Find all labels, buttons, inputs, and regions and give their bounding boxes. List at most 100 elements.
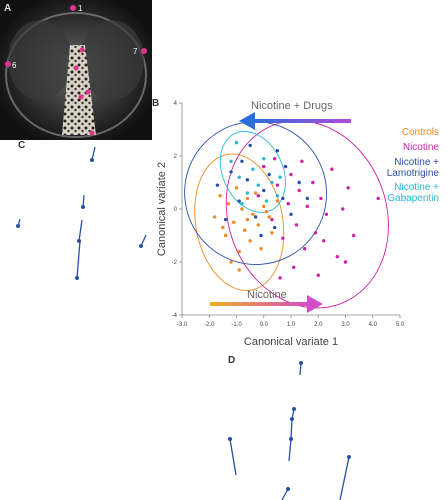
x-tick-label: -2.0 <box>204 322 215 328</box>
landmark-label: 7 <box>133 47 138 56</box>
landmark-label: 6 <box>12 61 17 70</box>
landmarks: 1 6 7 <box>5 4 147 136</box>
point-nicotine <box>272 156 277 161</box>
x-tick-label: 2.0 <box>314 322 323 328</box>
point-nicotine-lamotrigine <box>229 170 233 174</box>
landmark-dot <box>141 48 147 54</box>
vector-line <box>281 488 289 500</box>
vector-line <box>78 219 83 242</box>
point-controls <box>242 228 247 232</box>
legend-item: Nicotine + Gabapentin <box>387 182 439 204</box>
vector-line <box>82 194 85 208</box>
landmark-dot <box>5 61 11 67</box>
point-controls <box>223 233 228 238</box>
point-nicotine-lamotrigine <box>297 180 301 185</box>
vector-line <box>76 240 81 279</box>
x-tick-label: 4.0 <box>369 322 378 328</box>
vector-line <box>339 456 350 500</box>
landmark-point <box>347 455 351 459</box>
point-controls <box>248 239 252 243</box>
vector-line <box>299 362 302 376</box>
point-controls <box>234 186 239 190</box>
point-controls <box>245 196 250 201</box>
landmark-point <box>290 417 294 421</box>
vector-points <box>228 361 351 491</box>
point-nicotine-lamotrigine <box>272 225 277 230</box>
point-nicotine <box>289 172 293 177</box>
point-nicotine <box>322 239 326 243</box>
point-nicotine-gabapentin <box>251 167 255 171</box>
landmark-point <box>16 224 20 228</box>
point-nicotine <box>316 273 320 277</box>
vector-line <box>91 146 96 161</box>
point-nicotine <box>292 265 296 269</box>
point-nicotine-lamotrigine <box>237 199 241 203</box>
landmark-point <box>299 361 303 365</box>
point-nicotine <box>335 255 340 259</box>
point-controls <box>237 249 241 254</box>
point-nicotine-lamotrigine <box>289 212 293 216</box>
point-nicotine-lamotrigine <box>245 178 250 182</box>
x-tick-label: 5.0 <box>396 322 405 328</box>
point-controls <box>251 212 255 216</box>
point-nicotine-lamotrigine <box>305 196 310 201</box>
point-nicotine-lamotrigine <box>267 172 271 177</box>
point-controls <box>264 209 269 214</box>
left-eye-region <box>8 20 72 100</box>
landmark-point <box>286 487 290 491</box>
point-nicotine-lamotrigine <box>223 217 228 222</box>
y-tick-label: 4 <box>174 101 178 107</box>
vector-lines <box>229 362 350 500</box>
panel-label-d: D <box>228 355 236 366</box>
x-tick-label: -1.0 <box>231 322 242 328</box>
point-nicotine-gabapentin <box>234 141 239 145</box>
landmark-dot <box>73 65 79 71</box>
landmark-dot <box>78 94 84 100</box>
landmark-dot <box>85 89 91 95</box>
point-nicotine <box>351 233 356 238</box>
y-tick-label: 0 <box>174 207 178 213</box>
landmark-point <box>228 437 232 441</box>
body-trunk <box>62 45 96 135</box>
point-controls <box>256 223 260 227</box>
landmark-vectors-d <box>228 361 351 500</box>
point-controls <box>232 220 236 224</box>
point-nicotine <box>313 231 318 235</box>
point-nicotine-gabapentin <box>229 159 233 163</box>
bottom-arrow-shaft <box>210 302 310 306</box>
data-points <box>213 141 380 280</box>
point-controls <box>213 215 217 219</box>
panel-label-c: C <box>18 140 26 151</box>
point-nicotine-lamotrigine <box>281 196 285 201</box>
point-controls <box>218 194 222 198</box>
point-nicotine-lamotrigine <box>240 159 244 163</box>
landmark-point <box>90 158 94 162</box>
head-outline <box>5 12 147 138</box>
top-arrow: Nicotine + Drugs <box>239 100 351 130</box>
point-nicotine-gabapentin <box>270 180 274 185</box>
point-nicotine <box>275 183 280 187</box>
bottom-arrow-head <box>307 295 323 313</box>
x-tick-label: -3.0 <box>177 322 188 328</box>
point-nicotine <box>281 236 285 240</box>
y-axis-label: Canonical variate 2 <box>156 162 168 256</box>
point-nicotine-lamotrigine <box>215 183 220 187</box>
point-nicotine <box>341 207 345 211</box>
panel-label-a: A <box>4 3 11 14</box>
right-eye-region <box>80 20 144 100</box>
x-tick-label: 3.0 <box>341 322 350 328</box>
point-nicotine-gabapentin <box>245 191 250 195</box>
point-nicotine-gabapentin <box>264 199 269 203</box>
panel-label-b: B <box>152 98 160 109</box>
bottom-arrow-label: Nicotine <box>247 289 287 301</box>
point-nicotine <box>286 202 290 206</box>
confidence-ellipses <box>184 120 389 309</box>
point-controls <box>267 215 271 219</box>
point-controls <box>275 199 280 203</box>
landmark-point <box>77 239 81 243</box>
landmark-dot <box>79 47 85 53</box>
point-controls <box>253 191 258 195</box>
landmark-dot <box>70 5 76 11</box>
y-tick-label: -4 <box>172 313 178 319</box>
landmark-point <box>139 244 143 248</box>
